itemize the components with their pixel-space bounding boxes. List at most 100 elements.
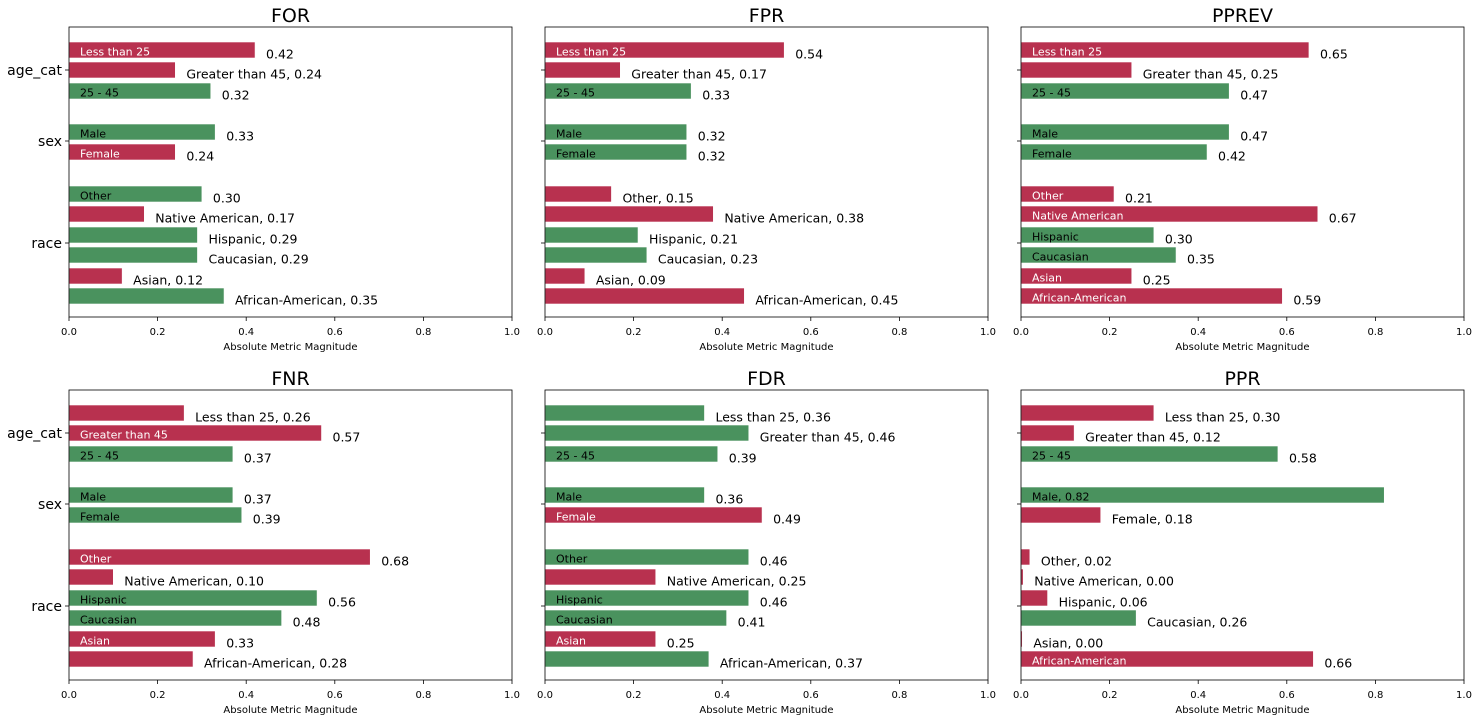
bar-inside-label: Caucasian (80, 614, 137, 627)
x-tick-label: 0.6 (327, 327, 343, 338)
chart-fnr: FNR Less than 25, 0.26 Greater than 45 0.57… (7, 368, 520, 716)
bar-value-label: 0.48 (293, 615, 321, 630)
chart-for: FOR Less than 25 0.42 Greater than 45, 0.24… (7, 5, 520, 353)
bar-inside-label: Female (1032, 148, 1072, 161)
x-tick-label: 0.8 (1367, 690, 1383, 701)
bar-african-american (68, 650, 194, 668)
chart-title: FOR (271, 5, 310, 27)
x-tick-label: 0.0 (61, 327, 77, 338)
x-tick-label: 0.2 (150, 690, 166, 701)
bar-native-american (68, 205, 145, 223)
bar-inside-label: Less than 25 (556, 46, 626, 59)
x-tick-label: 0.0 (537, 327, 553, 338)
bar-inside-label: Other (1032, 190, 1064, 203)
bar-value-label: 0.30 (213, 191, 241, 206)
bar-female (1020, 506, 1102, 524)
bar-value-label: 0.33 (702, 88, 730, 103)
bar-value-label: Hispanic, 0.21 (649, 232, 738, 247)
bar-african-american (68, 287, 225, 305)
bar-value-label: 0.32 (698, 129, 726, 144)
bar-value-label: Female, 0.18 (1112, 512, 1193, 527)
bar-less-than-25 (544, 404, 705, 422)
bar-value-label: 0.32 (222, 88, 250, 103)
x-axis-label: Absolute Metric Magnitude (1175, 705, 1309, 716)
bar-inside-label: Greater than 45 (80, 429, 168, 442)
bar-inside-label: Male (556, 491, 582, 504)
bar-inside-label: 25 - 45 (1032, 87, 1071, 100)
bar-value-label: 0.30 (1165, 232, 1193, 247)
bar-value-label: Native American, 0.00 (1034, 574, 1174, 589)
bar-greater-than-45 (544, 61, 621, 79)
bar-caucasian (1020, 609, 1137, 627)
bar-inside-label: Hispanic (556, 594, 603, 607)
bar-value-label: 0.49 (773, 512, 801, 527)
chart-title: FPR (749, 5, 785, 27)
bar-value-label: Other, 0.02 (1041, 554, 1112, 569)
x-tick-label: 1.0 (980, 327, 996, 338)
chart-title: PPREV (1212, 5, 1273, 27)
x-tick-label: 0.6 (327, 690, 343, 701)
bar-value-label: 0.24 (186, 149, 214, 164)
bar-value-label: 0.39 (253, 512, 281, 527)
x-tick-label: 0.4 (714, 327, 730, 338)
bar-inside-label: Female (556, 511, 596, 524)
x-tick-label: 0.8 (415, 327, 431, 338)
bar-value-label: 0.39 (729, 451, 757, 466)
bar-inside-label: African-American (1032, 655, 1126, 668)
bar-value-label: African-American, 0.28 (204, 656, 347, 671)
bar-inside-label: Hispanic (1032, 231, 1079, 244)
bar-value-label: Greater than 45, 0.46 (760, 430, 896, 445)
bar-less-than-25 (1020, 404, 1155, 422)
bar-value-label: 0.32 (698, 149, 726, 164)
bar-inside-label: 25 - 45 (1032, 450, 1071, 463)
bar-value-label: 0.21 (1125, 191, 1153, 206)
bar-value-label: 0.56 (328, 595, 356, 610)
bar-value-label: African-American, 0.45 (755, 293, 898, 308)
bar-value-label: Asian, 0.00 (1033, 636, 1103, 651)
bar-value-label: 0.58 (1289, 451, 1317, 466)
bar-inside-label: Asian (80, 635, 110, 648)
x-tick-label: 0.6 (1279, 327, 1295, 338)
x-tick-label: 1.0 (1456, 690, 1472, 701)
bar-value-label: Less than 25, 0.26 (195, 410, 311, 425)
x-tick-label: 0.8 (891, 690, 907, 701)
bar-inside-label: Male (1032, 128, 1058, 141)
axes-frame (1020, 389, 1465, 681)
bar-value-label: Greater than 45, 0.24 (186, 67, 322, 82)
bar-inside-label: Other (80, 190, 112, 203)
bar-value-label: Native American, 0.25 (667, 574, 807, 589)
axes-frame (68, 389, 513, 681)
axes-frame (544, 389, 989, 681)
bar-value-label: Greater than 45, 0.25 (1143, 67, 1279, 82)
bar-inside-label: Male (80, 491, 106, 504)
bar-value-label: 0.33 (226, 636, 254, 651)
bar-value-label: Other, 0.15 (622, 191, 693, 206)
bar-value-label: Hispanic, 0.29 (208, 232, 297, 247)
bar-native-american (544, 568, 657, 586)
x-tick-label: 0.2 (626, 690, 642, 701)
bar-inside-label: Caucasian (556, 614, 613, 627)
bar-value-label: 0.35 (1187, 252, 1215, 267)
chart-fpr: FPR Less than 25 0.54 Greater than 45, 0.17… (537, 5, 996, 353)
x-tick-label: 1.0 (980, 690, 996, 701)
y-group-label-age-cat: age_cat (7, 426, 62, 442)
bar-inside-label: Male (80, 128, 106, 141)
bar-value-label: Greater than 45, 0.17 (631, 67, 767, 82)
bar-value-label: African-American, 0.35 (235, 293, 378, 308)
x-tick-label: 1.0 (1456, 327, 1472, 338)
bar-value-label: Less than 25, 0.36 (715, 410, 831, 425)
bar-other (1020, 548, 1031, 566)
bar-other (544, 185, 612, 203)
bar-native-american (68, 568, 114, 586)
x-axis-label: Absolute Metric Magnitude (1175, 342, 1309, 353)
chart-ppr: PPR Less than 25, 0.30 Greater than 45, 0.… (1013, 368, 1472, 716)
bar-value-label: Native American, 0.17 (155, 211, 295, 226)
bar-caucasian (68, 246, 198, 264)
x-tick-label: 0.4 (238, 327, 254, 338)
bar-value-label: 0.68 (381, 554, 409, 569)
bar-hispanic (68, 226, 198, 244)
bar-other (68, 548, 371, 566)
x-tick-label: 0.4 (714, 690, 730, 701)
bar-inside-label: 25 - 45 (556, 450, 595, 463)
bar-inside-label: Native American (1032, 210, 1123, 223)
